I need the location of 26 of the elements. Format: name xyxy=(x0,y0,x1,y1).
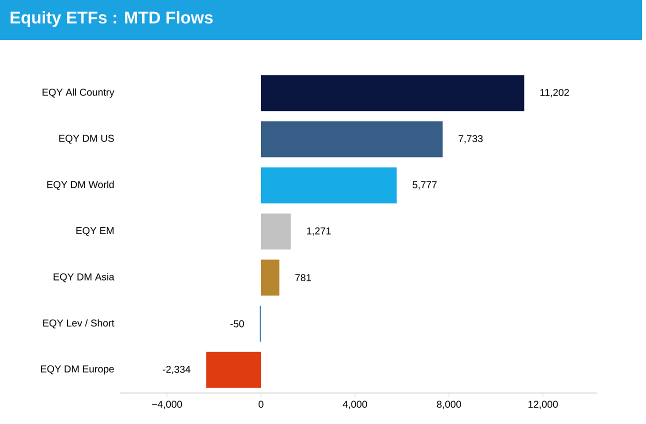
bar xyxy=(260,121,443,158)
x-tick-label: 12,000 xyxy=(528,400,558,410)
x-tick-label: 8,000 xyxy=(436,400,462,410)
y-tick-label: EQY DM Asia xyxy=(54,273,114,282)
y-tick-label: EQY Lev / Short xyxy=(43,319,114,328)
x-tick-label: 4,000 xyxy=(342,400,368,410)
y-tick-label: EQY DM World xyxy=(47,180,114,190)
x-tick-label: −4,000 xyxy=(152,400,182,410)
data-label: 1,271 xyxy=(307,227,331,236)
bar xyxy=(260,167,397,204)
chart-title: Equity ETFs : MTD Flows xyxy=(10,11,213,27)
bar xyxy=(260,214,291,250)
x-tick-label: 0 xyxy=(258,400,264,408)
data-label: 11,202 xyxy=(540,88,569,98)
y-tick-label: EQY EM xyxy=(76,227,114,236)
data-label: -50 xyxy=(230,320,244,328)
data-label: 5,777 xyxy=(412,181,437,190)
y-tick-label: EQY DM US xyxy=(59,134,114,144)
data-label: -2,334 xyxy=(162,366,190,374)
data-label: 781 xyxy=(295,274,311,282)
bar xyxy=(260,75,524,112)
bar xyxy=(260,260,280,296)
bar xyxy=(206,352,261,388)
data-label: 7,733 xyxy=(458,135,483,144)
y-tick-label: EQY DM Europe xyxy=(40,365,114,374)
y-tick-label: EQY All Country xyxy=(42,88,114,98)
